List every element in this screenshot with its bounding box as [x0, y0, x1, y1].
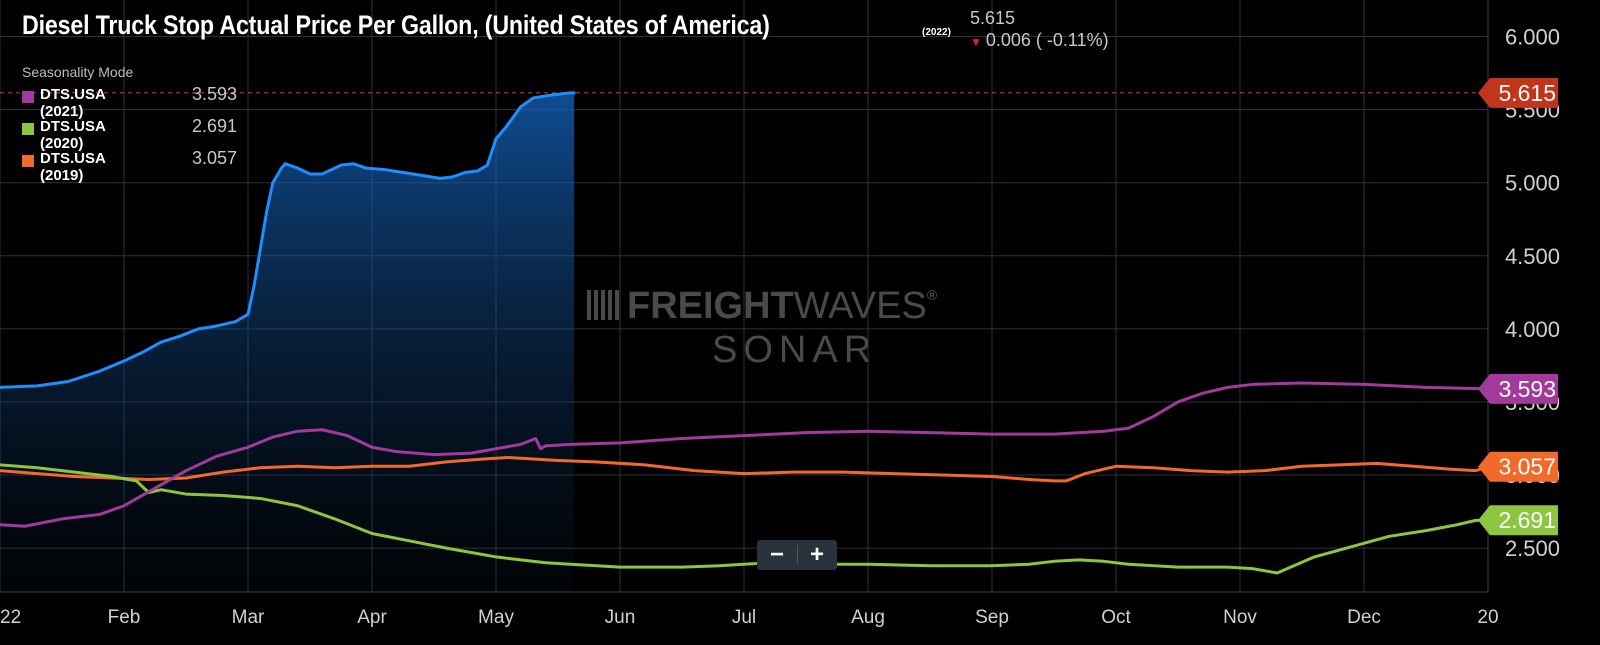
- x-tick-label: Jul: [732, 607, 756, 628]
- chart-area-fill: [0, 92, 575, 592]
- end-label-badge: [1478, 77, 1558, 108]
- legend-item-name: DTS.USA (2019): [40, 150, 106, 184]
- legend-item-value: 2.691: [192, 116, 238, 136]
- x-tick-label: Jun: [605, 607, 636, 628]
- x-tick-label: Sep: [975, 607, 1009, 628]
- zoom-out-button[interactable]: −: [769, 541, 784, 568]
- x-tick-label: 22: [0, 607, 21, 628]
- legend-swatch: [22, 123, 34, 135]
- zoom-divider: [797, 546, 798, 564]
- y-tick-label: 6.000: [1505, 25, 1560, 50]
- legend-item-name: DTS.USA (2020): [40, 118, 106, 152]
- x-tick-label: Aug: [851, 607, 885, 628]
- legend-item[interactable]: DTS.USA (2021) 3.593: [22, 84, 237, 120]
- x-tick-label: Apr: [357, 607, 387, 628]
- watermark-text-bold: FREIGHT: [627, 285, 794, 327]
- end-label-badge: [1478, 451, 1558, 482]
- x-axis: 22 Feb Mar Apr May Jun Jul Aug Sep Oct Nov Dec 20: [0, 607, 1499, 628]
- series-area-2022: [0, 92, 575, 592]
- legend-item-value: 3.057: [192, 148, 238, 168]
- end-label-value: 5.615: [1498, 80, 1556, 106]
- x-tick-label: Nov: [1223, 607, 1257, 628]
- last-value: 5.615: [970, 8, 1016, 28]
- chart-title: Diesel Truck Stop Actual Price Per Gallo…: [22, 10, 770, 40]
- end-label-value: 3.057: [1498, 454, 1556, 480]
- y-tick-label: 5.000: [1505, 171, 1560, 196]
- y-tick-label: 4.000: [1505, 317, 1560, 342]
- chart-header: Diesel Truck Stop Actual Price Per Gallo…: [22, 10, 891, 41]
- zoom-in-button[interactable]: +: [809, 541, 824, 568]
- watermark-logo-icon: [587, 290, 619, 320]
- legend-item[interactable]: DTS.USA (2020) 2.691: [22, 116, 237, 152]
- watermark-sonar: SONAR: [712, 329, 877, 371]
- x-tick-label: May: [478, 607, 514, 628]
- watermark-text-light: WAVES: [794, 285, 927, 327]
- end-label-value: 3.593: [1498, 376, 1556, 402]
- svg-text:FREIGHTWAVES®: FREIGHTWAVES®: [627, 285, 938, 327]
- watermark-mark: ®: [927, 287, 938, 303]
- legend-item-value: 3.593: [192, 84, 238, 104]
- change-text: 0.006 ( -0.11%): [985, 30, 1109, 50]
- series-line-2020: [0, 463, 1490, 575]
- x-tick-label: Dec: [1347, 607, 1381, 628]
- down-arrow-icon: ▼: [970, 35, 982, 49]
- series-line-2021: [0, 381, 1490, 528]
- y-tick-label: 2.500: [1505, 536, 1560, 561]
- end-label-badge: [1478, 373, 1558, 404]
- end-label-value: 2.691: [1498, 507, 1556, 533]
- year-tag: (2022): [922, 27, 951, 38]
- legend-item[interactable]: DTS.USA (2019) 3.057: [22, 148, 237, 184]
- legend-item-name: DTS.USA (2021): [40, 86, 106, 120]
- y-tick-label: 4.500: [1505, 244, 1560, 269]
- series-end-labels: 5.615 3.593 2.691 3.057: [1478, 77, 1558, 536]
- series-line-2019: [0, 456, 1490, 483]
- legend: Seasonality Mode DTS.USA (2021) 3.593 DT…: [22, 64, 237, 184]
- chart-series-lines: [0, 91, 1490, 575]
- zoom-control: − +: [757, 540, 837, 570]
- chart-gridlines: [0, 0, 1489, 593]
- legend-swatch: [22, 155, 34, 167]
- price-change: ▼ 0.006 ( -0.11%): [970, 30, 1109, 51]
- freightwaves-sonar-watermark: FREIGHTWAVES® SONAR: [587, 285, 938, 371]
- seasonality-mode-label: Seasonality Mode: [22, 64, 134, 80]
- x-tick-label: Oct: [1101, 607, 1131, 628]
- x-tick-label: 20: [1477, 607, 1498, 628]
- series-line-2022: [0, 91, 576, 389]
- end-label-badge: [1478, 505, 1558, 536]
- legend-swatch: [22, 91, 34, 103]
- x-tick-label: Feb: [108, 607, 141, 628]
- x-tick-label: Mar: [232, 607, 265, 628]
